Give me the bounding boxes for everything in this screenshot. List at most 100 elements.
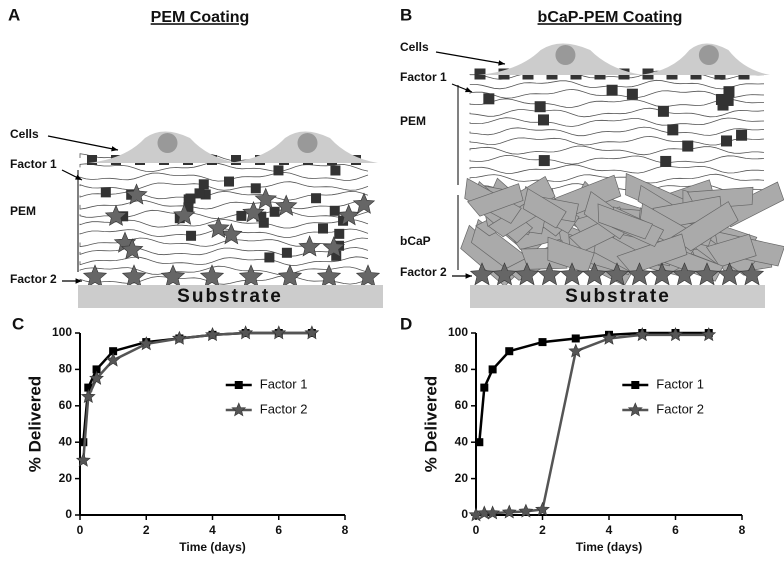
square bbox=[329, 205, 340, 216]
diagram-label: Cells bbox=[10, 127, 39, 141]
bcap-crystal bbox=[522, 187, 567, 229]
arrow-head bbox=[75, 278, 82, 284]
bcap-crystal bbox=[616, 233, 688, 275]
pem-layer bbox=[469, 107, 765, 118]
x-tick-label: 4 bbox=[209, 523, 216, 537]
square bbox=[186, 230, 197, 241]
square bbox=[231, 155, 241, 165]
y-tick-label: 0 bbox=[461, 507, 468, 521]
square bbox=[483, 93, 495, 105]
square bbox=[505, 347, 514, 356]
square bbox=[538, 155, 550, 167]
star bbox=[199, 264, 225, 288]
star bbox=[537, 262, 562, 286]
square bbox=[480, 383, 489, 392]
y-tick-label: 0 bbox=[65, 507, 72, 521]
square bbox=[118, 211, 129, 222]
pem-layer bbox=[469, 173, 765, 184]
star bbox=[568, 343, 584, 358]
square bbox=[331, 250, 342, 261]
diagram-label: PEM bbox=[10, 204, 36, 218]
arrow-head bbox=[465, 273, 472, 279]
square bbox=[109, 347, 118, 356]
square bbox=[79, 438, 88, 447]
star bbox=[322, 236, 346, 258]
star bbox=[277, 264, 303, 288]
star bbox=[634, 327, 650, 342]
y-tick-label: 20 bbox=[59, 471, 73, 485]
series-line bbox=[478, 331, 709, 443]
square bbox=[682, 140, 694, 152]
diagram-label: Factor 1 bbox=[10, 157, 57, 171]
star bbox=[173, 203, 196, 225]
bcap-crystal bbox=[597, 203, 653, 240]
pem-layer bbox=[469, 98, 765, 108]
star bbox=[501, 504, 517, 519]
star bbox=[485, 505, 501, 520]
square bbox=[571, 334, 580, 343]
square bbox=[198, 179, 209, 190]
square bbox=[200, 189, 211, 200]
nucleus bbox=[698, 45, 719, 65]
bcap-crystal bbox=[705, 233, 757, 268]
y-tick-label: 100 bbox=[448, 325, 468, 339]
star bbox=[271, 325, 287, 340]
panel-label: A bbox=[8, 5, 20, 24]
star bbox=[82, 264, 108, 288]
square bbox=[715, 93, 727, 105]
square bbox=[258, 217, 269, 228]
legend-label: Factor 1 bbox=[656, 376, 704, 391]
star bbox=[298, 235, 321, 257]
pem-layer bbox=[469, 145, 765, 156]
pem-layer bbox=[79, 190, 369, 201]
star bbox=[254, 187, 277, 209]
square bbox=[722, 94, 734, 106]
x-tick-label: 0 bbox=[473, 523, 480, 537]
star bbox=[355, 264, 381, 288]
star bbox=[104, 204, 128, 226]
star bbox=[275, 194, 298, 216]
star bbox=[75, 452, 91, 467]
star bbox=[242, 201, 265, 223]
panel-label: C bbox=[12, 314, 24, 333]
pem-layer bbox=[79, 200, 369, 210]
star bbox=[89, 370, 104, 385]
square bbox=[194, 188, 205, 199]
star bbox=[717, 262, 742, 286]
square bbox=[475, 438, 484, 447]
star bbox=[125, 183, 148, 205]
diagram-label: Cells bbox=[400, 40, 429, 54]
y-axis-label: % Delivered bbox=[25, 376, 44, 472]
pem-layer bbox=[469, 164, 765, 174]
series-line bbox=[475, 333, 709, 517]
square bbox=[334, 228, 345, 239]
x-tick-label: 4 bbox=[606, 523, 613, 537]
nucleus bbox=[157, 133, 178, 153]
star bbox=[160, 264, 186, 288]
x-axis-label: Time (days) bbox=[179, 540, 245, 554]
star bbox=[559, 262, 585, 286]
diagram-title: bCaP-PEM Coating bbox=[538, 9, 683, 26]
pem-layer bbox=[469, 135, 765, 146]
star bbox=[231, 402, 247, 417]
y-tick-label: 40 bbox=[455, 434, 469, 448]
star bbox=[469, 262, 495, 286]
square bbox=[631, 381, 640, 389]
diagram-label: Factor 2 bbox=[10, 272, 57, 286]
pem-layer bbox=[79, 181, 369, 191]
y-tick-label: 60 bbox=[455, 398, 469, 412]
star bbox=[739, 262, 765, 286]
star bbox=[627, 262, 652, 286]
y-tick-label: 60 bbox=[59, 398, 73, 412]
x-tick-label: 8 bbox=[739, 523, 746, 537]
pem-layer bbox=[469, 154, 765, 165]
star bbox=[701, 327, 717, 342]
square bbox=[606, 84, 618, 96]
y-tick-label: 100 bbox=[52, 325, 72, 339]
arrow-head bbox=[111, 146, 118, 152]
star bbox=[668, 327, 683, 342]
square bbox=[234, 381, 243, 389]
star bbox=[694, 262, 720, 286]
substrate bbox=[78, 285, 383, 308]
